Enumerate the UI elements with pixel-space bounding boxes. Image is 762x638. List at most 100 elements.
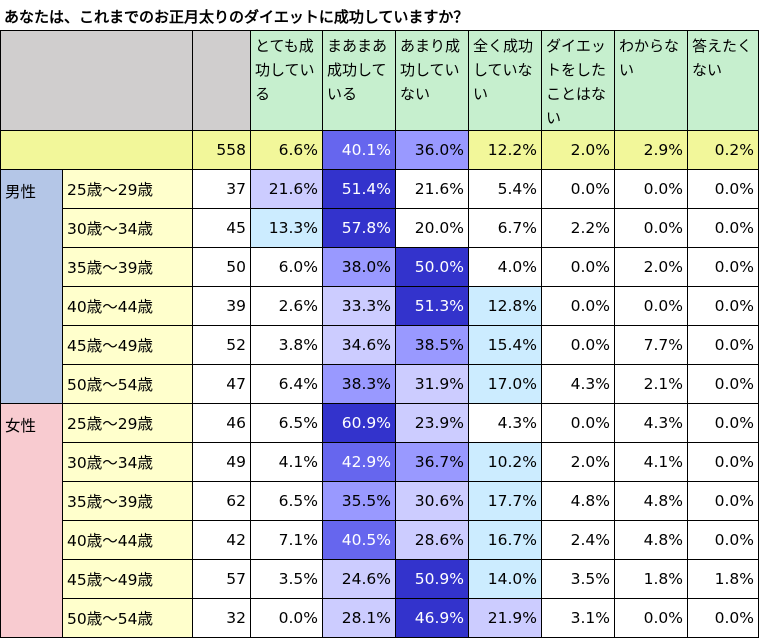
value-cell: 7.7% [614, 325, 688, 365]
age-label: 40歳～44歳 [62, 520, 193, 560]
value-cell: 38.0% [322, 247, 396, 287]
value-cell: 21.6% [395, 169, 469, 209]
value-cell: 0.0% [687, 286, 759, 326]
value-cell: 17.0% [468, 364, 542, 404]
value-cell: 5.4% [468, 169, 542, 209]
total-label-cell [0, 130, 193, 170]
total-value: 12.2% [468, 130, 542, 170]
value-cell: 15.4% [468, 325, 542, 365]
header-row: とても成功している まあまあ成功している あまり成功していない 全く成功していない ダイ… [0, 30, 759, 131]
total-value: 2.9% [614, 130, 688, 170]
age-label: 30歳～34歳 [62, 442, 193, 482]
value-cell: 12.8% [468, 286, 542, 326]
value-cell: 2.6% [250, 286, 323, 326]
table-row: 40歳～44歳 42 7.1% 40.5% 28.6% 16.7% 2.4% 4.8% 0.0% [1, 520, 759, 560]
value-cell: 21.9% [468, 598, 542, 638]
row-n: 62 [192, 481, 251, 521]
table-row: 男性 25歳～29歳 37 21.6% 51.4% 21.6% 5.4% 0.0% 0.0% 0.… [0, 169, 759, 404]
value-cell: 57.8% [322, 208, 396, 248]
value-cell: 31.9% [395, 364, 469, 404]
table-row: 50歳～54歳 47 6.4% 38.3% 31.9% 17.0% 4.3% 2.1% 0.0% [1, 364, 759, 404]
value-cell: 2.2% [541, 208, 615, 248]
value-cell: 51.4% [322, 169, 396, 209]
value-cell: 60.9% [322, 403, 396, 443]
age-label: 30歳～34歳 [62, 208, 193, 248]
table-row: 30歳～34歳 49 4.1% 42.9% 36.7% 10.2% 2.0% 4.1% 0.0% [1, 442, 759, 482]
age-label: 40歳～44歳 [62, 286, 193, 326]
table-row: 45歳～49歳 52 3.8% 34.6% 38.5% 15.4% 0.0% 7.7% 0.0% [1, 325, 759, 365]
header-n-cell [192, 30, 251, 131]
total-value: 0.2% [687, 130, 759, 170]
age-label: 45歳～49歳 [62, 559, 193, 599]
value-cell: 0.0% [687, 364, 759, 404]
value-cell: 6.0% [250, 247, 323, 287]
row-n: 32 [192, 598, 251, 638]
row-n: 47 [192, 364, 251, 404]
survey-table: とても成功している まあまあ成功している あまり成功していない 全く成功していない ダイ… [0, 30, 759, 638]
column-header: まあまあ成功している [322, 30, 396, 131]
column-header: 答えたくない [687, 30, 759, 131]
value-cell: 1.8% [614, 559, 688, 599]
value-cell: 4.1% [614, 442, 688, 482]
value-cell: 2.1% [614, 364, 688, 404]
value-cell: 2.0% [541, 442, 615, 482]
value-cell: 30.6% [395, 481, 469, 521]
value-cell: 3.5% [541, 559, 615, 599]
row-n: 46 [192, 403, 251, 443]
value-cell: 6.5% [250, 481, 323, 521]
value-cell: 24.6% [322, 559, 396, 599]
value-cell: 42.9% [322, 442, 396, 482]
table-row: 女性 25歳～29歳 46 6.5% 60.9% 23.9% 4.3% 0.0% 4.3% 0.0… [0, 403, 759, 638]
row-n: 50 [192, 247, 251, 287]
value-cell: 28.1% [322, 598, 396, 638]
column-header: ダイエットをしたことはない [541, 30, 615, 131]
value-cell: 50.0% [395, 247, 469, 287]
value-cell: 0.0% [614, 598, 688, 638]
total-value: 40.1% [322, 130, 396, 170]
value-cell: 0.0% [687, 169, 759, 209]
value-cell: 14.0% [468, 559, 542, 599]
value-cell: 51.3% [395, 286, 469, 326]
value-cell: 38.3% [322, 364, 396, 404]
value-cell: 23.9% [395, 403, 469, 443]
value-cell: 2.4% [541, 520, 615, 560]
row-n: 52 [192, 325, 251, 365]
gender-label: 男性 [0, 169, 63, 404]
value-cell: 0.0% [541, 247, 615, 287]
value-cell: 3.1% [541, 598, 615, 638]
header-blank-cell [0, 30, 193, 131]
age-label: 25歳～29歳 [62, 403, 193, 443]
total-n: 558 [192, 130, 251, 170]
column-header: わからない [614, 30, 688, 131]
row-n: 37 [192, 169, 251, 209]
value-cell: 0.0% [614, 286, 688, 326]
value-cell: 40.5% [322, 520, 396, 560]
column-header: あまり成功していない [395, 30, 469, 131]
value-cell: 16.7% [468, 520, 542, 560]
gender-label: 女性 [0, 403, 63, 638]
column-header: とても成功している [250, 30, 323, 131]
value-cell: 17.7% [468, 481, 542, 521]
age-label: 35歳～39歳 [62, 481, 193, 521]
value-cell: 34.6% [322, 325, 396, 365]
total-value: 2.0% [541, 130, 615, 170]
value-cell: 13.3% [250, 208, 323, 248]
value-cell: 20.0% [395, 208, 469, 248]
value-cell: 6.5% [250, 403, 323, 443]
value-cell: 6.4% [250, 364, 323, 404]
value-cell: 10.2% [468, 442, 542, 482]
row-n: 49 [192, 442, 251, 482]
chart-title: あなたは、これまでのお正月太りのダイエットに成功していますか？ [4, 8, 469, 26]
age-label: 50歳～54歳 [62, 364, 193, 404]
total-row: 558 6.6% 40.1% 36.0% 12.2% 2.0% 2.9% 0.2% [0, 130, 759, 170]
total-value: 36.0% [395, 130, 469, 170]
table-row: 45歳～49歳 57 3.5% 24.6% 50.9% 14.0% 3.5% 1.8% 1.8% [1, 559, 759, 599]
value-cell: 3.8% [250, 325, 323, 365]
value-cell: 0.0% [687, 325, 759, 365]
value-cell: 0.0% [687, 520, 759, 560]
total-value: 6.6% [250, 130, 323, 170]
value-cell: 4.3% [541, 364, 615, 404]
value-cell: 4.8% [614, 520, 688, 560]
value-cell: 7.1% [250, 520, 323, 560]
value-cell: 4.1% [250, 442, 323, 482]
